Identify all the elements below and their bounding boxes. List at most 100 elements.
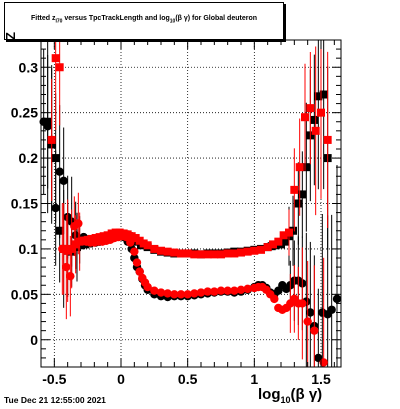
x-axis-label-main: log — [258, 386, 281, 403]
data-point-circle — [130, 247, 139, 256]
x-axis-label-rest: (β γ) — [290, 386, 323, 403]
data-point-square — [67, 244, 76, 253]
title-box: Fitted zI70 versus TpcTrackLength and lo… — [4, 2, 284, 40]
title-prefix: Fitted z — [30, 15, 56, 22]
data-point-square — [243, 247, 252, 256]
data-point-square — [323, 135, 332, 144]
data-point-square — [237, 248, 245, 257]
data-point-square — [163, 247, 172, 256]
data-point-circle — [59, 176, 68, 185]
data-point-square — [197, 250, 205, 259]
data-point-circle — [62, 262, 71, 272]
data-point-square — [55, 63, 64, 72]
data-point-square — [190, 250, 199, 259]
x-tick-label: 1 — [250, 371, 258, 387]
data-point-circle — [51, 203, 60, 213]
data-point-square — [274, 237, 283, 246]
data-point-square — [170, 248, 179, 257]
data-point-circle — [210, 287, 219, 296]
data-point-square — [47, 135, 56, 144]
data-point-circle — [163, 289, 172, 298]
data-point-circle — [170, 290, 179, 299]
x-tick-label: 0 — [117, 371, 125, 387]
data-point-square — [143, 241, 152, 250]
data-point-circle — [298, 299, 307, 308]
data-point-circle — [183, 290, 192, 299]
y-tick-label: 0.05 — [11, 286, 38, 302]
y-tick-label: 0.25 — [11, 105, 38, 121]
title-sub1: I70 — [55, 18, 63, 25]
data-point-square — [257, 245, 265, 254]
y-axis-label: Z — [3, 32, 18, 40]
data-point-circle — [58, 244, 67, 254]
data-point-circle — [135, 267, 144, 276]
data-point-circle — [327, 305, 336, 314]
y-tick-label: 0.2 — [19, 150, 39, 166]
data-layer — [39, 40, 342, 367]
data-point-circle — [43, 122, 52, 131]
data-point-square — [263, 243, 272, 252]
data-point-circle — [230, 286, 239, 295]
timestamp: Tue Dec 21 12:55:00 2021 — [4, 395, 106, 405]
data-point-square — [217, 250, 225, 259]
data-point-square — [302, 163, 311, 172]
y-tick-label: 0.3 — [19, 59, 39, 75]
data-point-circle — [196, 288, 206, 297]
data-point-square — [279, 231, 288, 240]
data-point-circle — [319, 358, 328, 367]
data-point-circle — [270, 294, 279, 304]
data-point-square — [269, 240, 277, 249]
x-axis-label-sub: 10 — [280, 395, 291, 405]
x-tick-label: 1.5 — [311, 371, 331, 387]
data-point-circle — [132, 258, 142, 267]
data-point-square — [281, 237, 289, 246]
data-point-circle — [143, 282, 152, 292]
data-point-square — [51, 54, 60, 63]
data-point-square — [301, 113, 309, 122]
title-sub2: 10 — [169, 18, 176, 25]
data-point-circle — [176, 290, 186, 299]
title-suffix: (β γ) for Global deuteron — [175, 15, 258, 22]
data-point-square — [317, 108, 325, 117]
data-point-square — [290, 185, 299, 194]
data-point-square — [157, 246, 165, 255]
data-point-square — [298, 190, 307, 199]
data-point-square — [314, 92, 323, 101]
data-point-circle — [236, 285, 246, 294]
data-point-circle — [243, 284, 252, 294]
data-point-square — [230, 249, 239, 258]
data-point-circle — [223, 286, 232, 295]
data-point-circle — [203, 287, 212, 296]
data-point-square — [150, 244, 159, 253]
axis-layer: -0.5 0 0.5 1 1.5 0 0.05 0.1 0.15 0.2 0.25 0.3 — [11, 39, 341, 387]
data-point-circle — [126, 238, 135, 247]
data-point-circle — [74, 219, 83, 228]
chart-title: Fitted zI70 versus TpcTrackLength and lo… — [5, 15, 283, 24]
data-point-square — [183, 249, 192, 258]
grid-layer — [41, 40, 341, 367]
data-point-circle — [303, 317, 312, 326]
data-point-square — [203, 250, 212, 259]
x-tick-label: 0.5 — [178, 371, 198, 387]
x-tick-label: -0.5 — [42, 371, 66, 387]
data-point-square — [310, 115, 319, 124]
data-point-square — [295, 163, 304, 172]
y-tick-label: 0 — [30, 332, 38, 348]
data-point-circle — [306, 308, 315, 317]
data-point-square — [177, 249, 185, 258]
data-point-circle — [156, 288, 166, 297]
data-point-square — [127, 232, 136, 241]
data-point-circle — [150, 286, 159, 295]
y-tick-label: 0.15 — [11, 196, 38, 212]
data-point-square — [306, 104, 315, 113]
data-point-square — [319, 90, 328, 99]
data-point-square — [285, 228, 293, 237]
data-point-circle — [190, 289, 199, 298]
data-point-circle — [66, 271, 75, 281]
data-point-circle — [332, 294, 342, 304]
data-point-square — [294, 199, 303, 208]
data-point-square — [311, 126, 320, 135]
data-point-circle — [216, 286, 226, 295]
data-point-square — [210, 250, 219, 259]
